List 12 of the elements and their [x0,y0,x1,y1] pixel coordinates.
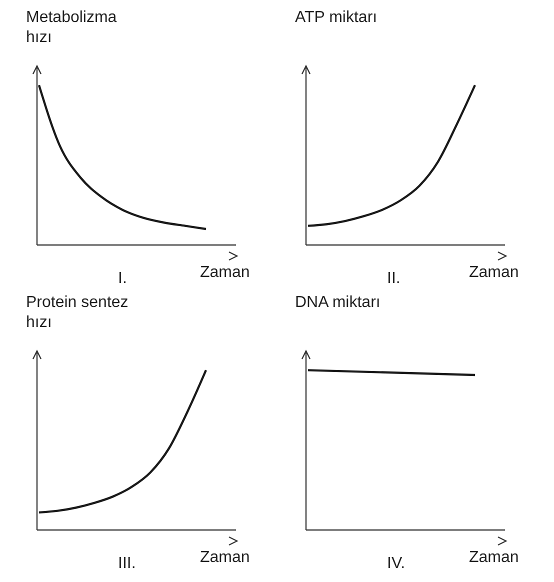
y-axis-title: DNA miktarı [295,293,380,313]
y-axis-title: Metabolizma hızı [26,8,117,48]
x-axis-title: Zaman [200,549,250,567]
text: II. [387,270,400,288]
text: IV. [387,555,406,573]
y-axis-title: Protein sentez hızı [26,293,128,333]
x-axis-title: Zaman [469,549,519,567]
y-axis-title: ATP miktarı [295,8,378,28]
text: III. [118,555,136,573]
x-axis-title: Zaman [200,264,250,282]
text: I. [118,270,127,288]
x-axis-title: Zaman [469,264,519,282]
